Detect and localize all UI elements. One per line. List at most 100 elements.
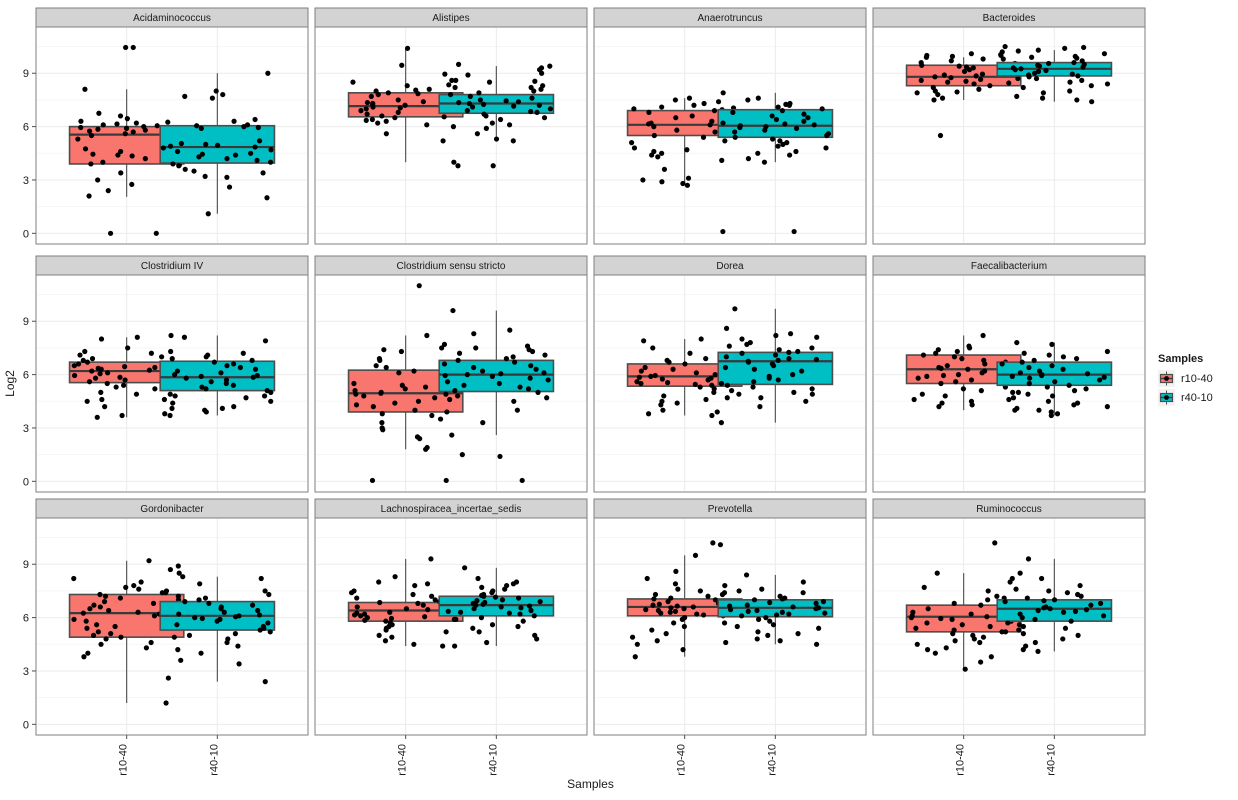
x-axis-tick-label: r10-40 (955, 744, 967, 776)
data-point (86, 193, 92, 199)
data-point (652, 372, 658, 379)
data-point (113, 384, 119, 390)
data-point (450, 307, 456, 314)
data-point (443, 391, 449, 397)
facet-panel: Dorea (593, 255, 867, 493)
data-point (429, 593, 435, 599)
facet-title-label: Anaerotruncus (697, 13, 762, 24)
data-point (133, 120, 139, 126)
data-point (985, 588, 991, 594)
data-point (949, 616, 955, 622)
data-point (133, 391, 140, 397)
data-point (921, 584, 927, 590)
data-point (123, 44, 129, 51)
legend-item[interactable]: r10-40 (1158, 370, 1213, 387)
data-point (801, 118, 807, 124)
data-point (154, 123, 160, 129)
data-point (370, 404, 376, 410)
data-point (75, 361, 82, 367)
data-point (198, 650, 204, 656)
data-point (968, 51, 974, 57)
data-point (258, 575, 264, 582)
data-point (71, 575, 77, 582)
data-point (123, 584, 129, 590)
data-point (443, 477, 449, 484)
data-point (78, 124, 84, 131)
legend-item-label: r10-40 (1181, 373, 1213, 385)
boxplot-group (159, 70, 276, 217)
data-point (978, 76, 984, 83)
data-point (88, 132, 95, 139)
legend-item[interactable]: r40-10 (1158, 389, 1213, 406)
legend-key-point (1164, 395, 1169, 400)
data-point (1015, 389, 1022, 395)
data-point (658, 610, 664, 616)
data-point (680, 647, 686, 653)
y-axis-tick-label: 9 (23, 316, 29, 328)
data-point (236, 661, 242, 667)
boxplot-box (996, 599, 1113, 622)
data-point (992, 540, 998, 546)
data-point (170, 161, 176, 167)
data-point (953, 379, 959, 385)
data-point (1049, 341, 1055, 347)
data-point (167, 412, 173, 419)
data-point (776, 347, 782, 353)
data-point (196, 154, 202, 160)
data-point (221, 609, 227, 615)
data-point (515, 595, 522, 601)
data-point (651, 596, 657, 602)
data-point (383, 627, 389, 633)
data-point (118, 170, 124, 176)
data-point (80, 357, 86, 363)
data-point (474, 131, 480, 137)
data-point (692, 381, 698, 387)
data-point (1075, 73, 1081, 79)
data-point (965, 366, 971, 372)
data-point (634, 379, 640, 385)
data-point (395, 109, 401, 115)
data-point (908, 615, 915, 621)
data-point (541, 115, 548, 121)
data-point (399, 382, 405, 388)
data-point (515, 623, 521, 630)
data-point (192, 615, 198, 621)
data-point (1060, 636, 1066, 642)
data-point (176, 570, 182, 576)
data-point (1002, 629, 1009, 635)
data-point (935, 347, 941, 353)
data-point (787, 331, 794, 337)
data-point (743, 572, 750, 578)
facet-panel: Anaerotruncus (593, 7, 867, 245)
data-point (1039, 575, 1045, 582)
data-point (94, 414, 100, 420)
data-point (379, 411, 385, 417)
data-point (1074, 55, 1080, 61)
data-point (780, 141, 786, 147)
data-point (980, 634, 987, 640)
data-point (932, 74, 938, 80)
data-point (380, 427, 386, 433)
data-point (442, 372, 448, 379)
data-point (739, 350, 745, 356)
data-point (660, 407, 666, 413)
data-point (108, 631, 114, 637)
data-point (643, 607, 649, 613)
data-point (978, 388, 984, 394)
data-point (979, 71, 986, 77)
data-point (196, 597, 202, 603)
data-point (456, 99, 462, 106)
data-point (1044, 384, 1050, 390)
data-point (823, 145, 829, 151)
data-point (497, 453, 503, 460)
data-point (178, 657, 184, 663)
data-point (197, 581, 203, 587)
data-point (945, 79, 951, 85)
data-point (186, 632, 193, 638)
data-point (511, 103, 517, 109)
data-point (723, 639, 729, 646)
data-point (176, 611, 182, 617)
data-point (1048, 412, 1054, 419)
data-point (252, 116, 258, 123)
data-point (675, 586, 681, 592)
